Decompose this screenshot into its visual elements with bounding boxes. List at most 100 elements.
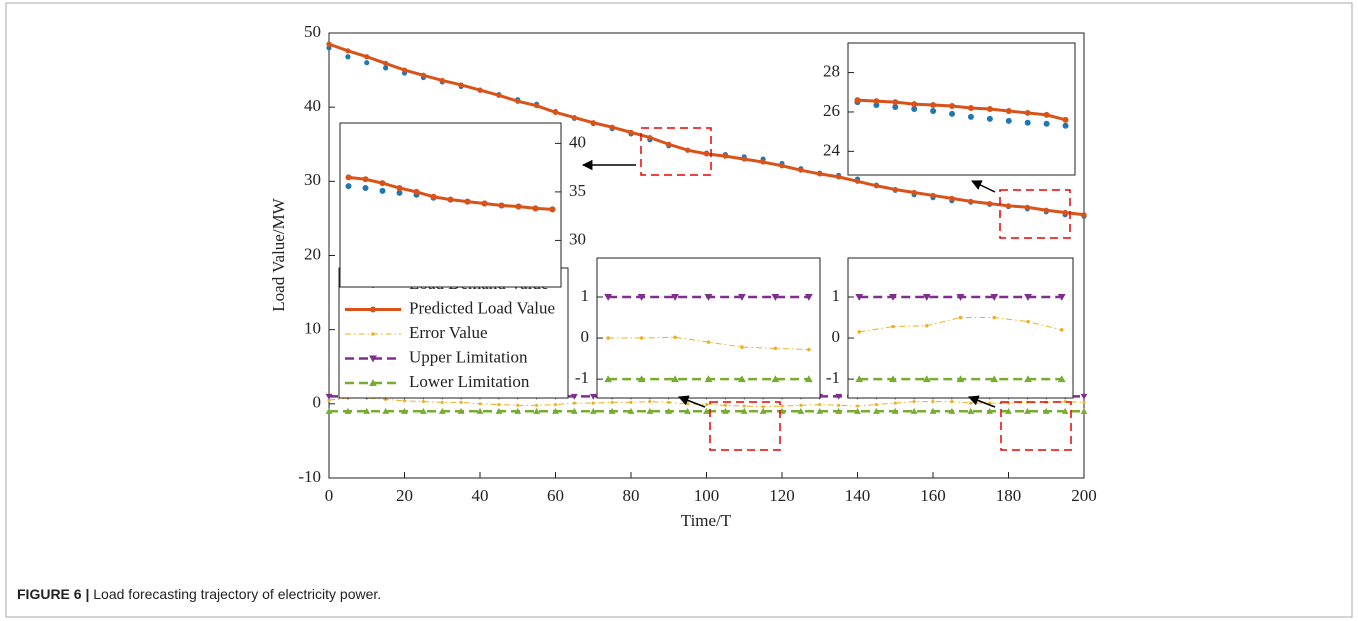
y-tick-label: 35 <box>569 181 586 200</box>
point <box>807 347 811 352</box>
legend-label: Error Value <box>409 323 488 342</box>
y-tick-label: 30 <box>304 170 321 189</box>
point <box>969 401 973 405</box>
y-tick-label: 40 <box>569 132 586 151</box>
point <box>992 315 997 320</box>
legend-label: Predicted Load Value <box>409 298 555 317</box>
point <box>648 400 652 404</box>
point <box>459 400 463 404</box>
point <box>1063 400 1067 404</box>
point <box>345 174 352 181</box>
x-tick-label: 100 <box>694 486 720 505</box>
point <box>514 407 522 414</box>
y-tick-label: 10 <box>304 319 321 338</box>
point <box>967 407 975 414</box>
x-tick-label: 80 <box>623 486 640 505</box>
plot-area <box>596 257 821 399</box>
point <box>759 407 767 414</box>
inset-plot: -1 0 1 <box>575 257 821 399</box>
y-tick-label: 1 <box>832 286 841 305</box>
point <box>516 403 520 407</box>
point <box>379 187 386 194</box>
point <box>379 180 386 187</box>
point <box>362 176 369 183</box>
point <box>1059 328 1064 332</box>
point <box>419 407 427 414</box>
point <box>591 401 595 405</box>
y-tick-label: 0 <box>313 393 322 412</box>
point <box>666 141 672 147</box>
plot-area <box>847 257 1074 399</box>
y-tick-label: 1 <box>581 286 590 305</box>
point <box>515 203 522 210</box>
point <box>799 403 803 407</box>
y-tick-label: 26 <box>823 101 840 120</box>
point <box>721 407 729 414</box>
zoom-boxes <box>640 127 1072 451</box>
point <box>738 375 746 383</box>
point <box>818 403 822 407</box>
point <box>458 82 464 88</box>
point <box>401 67 408 73</box>
point <box>742 404 746 408</box>
y-tick-label: 40 <box>304 96 321 115</box>
point <box>873 98 880 105</box>
point <box>646 407 654 414</box>
caption: FIGURE 6 | Load forecasting trajectory o… <box>17 586 381 602</box>
point <box>413 188 420 195</box>
point <box>685 147 691 153</box>
point <box>1024 109 1031 116</box>
point <box>497 403 501 407</box>
point <box>345 183 352 190</box>
point <box>874 403 878 407</box>
point <box>1043 207 1049 213</box>
y-tick-label: 24 <box>823 140 841 159</box>
point <box>1080 393 1088 400</box>
point <box>706 340 711 344</box>
zoom-box <box>640 127 712 176</box>
x-tick-label: 40 <box>472 486 489 505</box>
point <box>854 178 861 184</box>
point <box>495 407 503 414</box>
point <box>987 200 993 207</box>
point <box>671 294 679 301</box>
legend-marker <box>369 379 377 386</box>
point <box>439 77 445 84</box>
point <box>968 198 974 204</box>
y-tick-label: 28 <box>823 61 840 80</box>
legend-box <box>338 267 569 399</box>
point <box>686 402 690 406</box>
point <box>958 315 963 320</box>
point <box>950 400 954 404</box>
legend-label: Upper Limitation <box>409 347 528 366</box>
point <box>949 110 956 117</box>
point <box>1062 122 1069 129</box>
point <box>498 202 505 209</box>
point <box>326 41 332 47</box>
point <box>804 294 813 301</box>
arrow <box>971 180 996 193</box>
point <box>855 404 860 408</box>
point <box>447 196 454 203</box>
point <box>639 336 644 340</box>
x-tick-label: 160 <box>920 486 946 505</box>
point <box>457 407 465 414</box>
point <box>383 60 389 67</box>
point <box>722 153 728 159</box>
plot-area <box>339 122 562 288</box>
point <box>440 400 444 404</box>
point <box>325 393 333 400</box>
point <box>478 402 482 406</box>
point <box>816 407 824 414</box>
point <box>1081 212 1087 218</box>
arrow <box>968 395 996 408</box>
point <box>892 99 899 106</box>
point <box>893 401 897 405</box>
point <box>589 393 597 400</box>
point <box>740 345 744 349</box>
point <box>911 106 918 112</box>
point <box>804 375 813 383</box>
point <box>779 163 785 169</box>
point <box>590 120 596 126</box>
point <box>798 167 804 173</box>
